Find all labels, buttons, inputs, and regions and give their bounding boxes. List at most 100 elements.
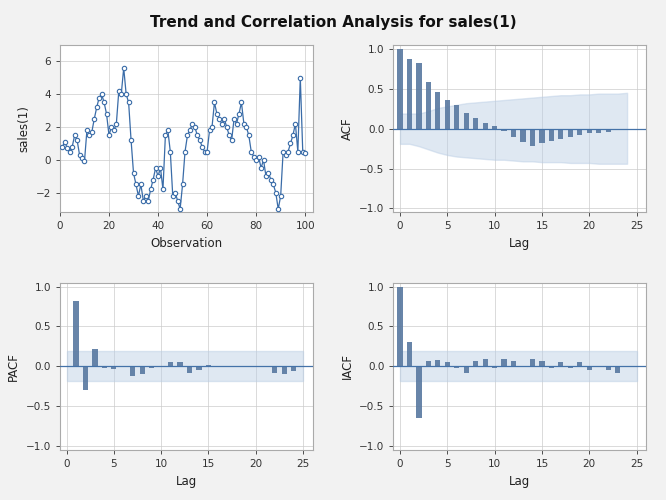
Point [82, 126, 93, 134]
Point [248, 152, 259, 160]
Point [197, 142, 208, 150]
Point [263, 169, 274, 177]
Point [65, 148, 75, 156]
Bar [501, 128, 507, 131]
Point [298, 148, 308, 156]
Point [292, 148, 303, 156]
X-axis label: Observation: Observation [151, 237, 222, 250]
Point [74, 151, 85, 159]
Point [184, 126, 195, 134]
Bar [511, 128, 516, 136]
Bar [244, 366, 249, 367]
Bar [168, 362, 173, 366]
Point [256, 164, 266, 172]
X-axis label: Lag: Lag [176, 474, 197, 488]
Bar [605, 128, 611, 132]
Point [104, 131, 115, 139]
Point [148, 176, 159, 184]
Bar [539, 128, 545, 143]
Bar [520, 366, 525, 367]
Bar [111, 366, 117, 368]
Bar [445, 100, 450, 128]
Bar [262, 366, 268, 367]
Point [165, 148, 176, 156]
Point [101, 110, 112, 118]
Bar [272, 366, 277, 372]
Point [282, 148, 293, 156]
Point [167, 192, 178, 200]
Bar [596, 128, 601, 132]
Point [91, 104, 102, 112]
Bar [454, 366, 460, 368]
Point [79, 158, 90, 166]
Point [268, 180, 278, 188]
Bar [398, 286, 403, 366]
Bar [483, 359, 488, 366]
Bar [615, 366, 620, 372]
Bar [291, 366, 296, 371]
Point [151, 164, 161, 172]
Point [221, 123, 232, 131]
Bar [436, 92, 440, 128]
Bar [492, 366, 498, 368]
Bar [83, 366, 88, 390]
Point [278, 148, 288, 156]
Point [59, 138, 70, 146]
Point [89, 115, 100, 123]
Point [111, 120, 122, 128]
Y-axis label: ACF: ACF [340, 118, 354, 140]
Bar [615, 128, 620, 130]
Bar [102, 366, 107, 368]
Point [187, 120, 198, 128]
Bar [473, 118, 478, 128]
Point [260, 172, 271, 180]
Point [116, 90, 127, 98]
Point [194, 136, 205, 144]
Bar [416, 366, 422, 418]
Point [253, 152, 264, 160]
Bar [520, 128, 525, 142]
Bar [625, 128, 629, 130]
Point [67, 142, 77, 150]
Point [285, 140, 296, 147]
Point [94, 94, 105, 102]
Point [244, 131, 254, 139]
Point [266, 176, 276, 184]
Point [204, 126, 215, 134]
Point [300, 150, 310, 158]
Point [182, 131, 192, 139]
Point [158, 186, 168, 194]
Y-axis label: IACF: IACF [340, 354, 354, 380]
Bar [178, 362, 182, 366]
Point [113, 87, 124, 95]
Point [143, 197, 154, 205]
Bar [407, 58, 412, 128]
Bar [558, 128, 563, 139]
Bar [445, 362, 450, 366]
Point [192, 131, 202, 139]
Bar [587, 366, 592, 370]
Bar [215, 366, 220, 367]
Bar [130, 366, 135, 376]
Point [57, 142, 68, 150]
Point [275, 192, 286, 200]
Point [109, 126, 119, 134]
Point [228, 115, 239, 123]
Point [241, 123, 252, 131]
Point [84, 131, 95, 139]
Point [128, 169, 139, 177]
Point [141, 192, 151, 200]
Point [163, 126, 173, 134]
Bar [454, 105, 460, 128]
Bar [605, 366, 611, 370]
Point [126, 136, 137, 144]
Bar [577, 362, 582, 366]
Point [246, 148, 256, 156]
Bar [149, 366, 155, 368]
Point [199, 148, 210, 156]
Point [226, 136, 237, 144]
Point [206, 123, 217, 131]
Point [224, 131, 234, 139]
Bar [282, 366, 287, 374]
Bar [511, 360, 516, 366]
